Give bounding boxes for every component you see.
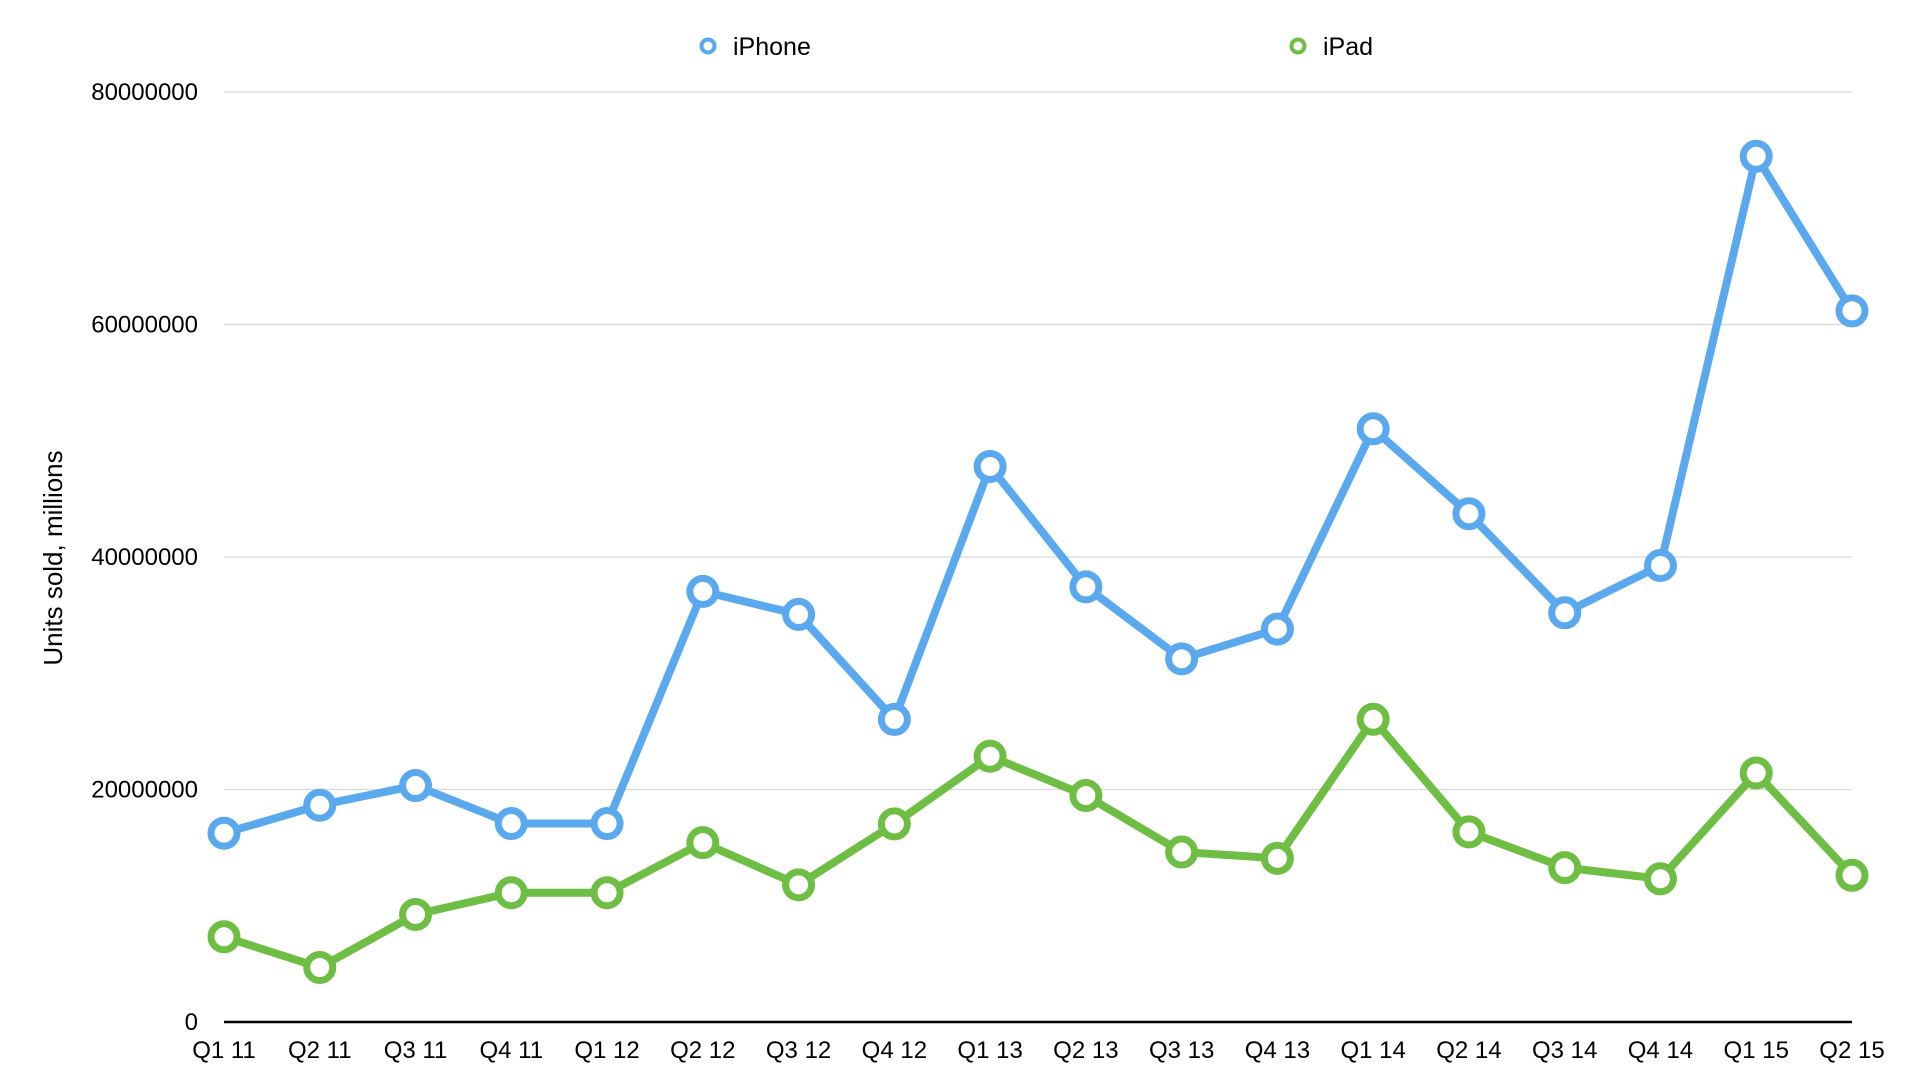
series-line bbox=[220, 152, 1856, 838]
data-point bbox=[973, 739, 1007, 773]
data-point bbox=[1452, 815, 1486, 849]
y-tick-label: 80000000 bbox=[91, 79, 198, 106]
data-point bbox=[686, 574, 720, 608]
data-point bbox=[1835, 294, 1869, 328]
y-axis-title: Units sold, millions bbox=[38, 450, 68, 665]
series-iphone bbox=[207, 139, 1869, 850]
data-point bbox=[973, 449, 1007, 483]
y-tick-label: 60000000 bbox=[91, 312, 198, 339]
gridlines bbox=[224, 91, 1852, 791]
data-point bbox=[590, 807, 624, 841]
x-tick-label: Q1 12 bbox=[574, 1037, 639, 1064]
x-tick-label: Q4 14 bbox=[1628, 1037, 1693, 1064]
data-point bbox=[1835, 858, 1869, 892]
data-point bbox=[1643, 548, 1677, 582]
x-tick-label: Q3 14 bbox=[1532, 1037, 1597, 1064]
legend: iPhone iPad bbox=[699, 33, 1373, 61]
y-tick-label: 40000000 bbox=[91, 544, 198, 571]
legend-item-ipad: iPad bbox=[1289, 33, 1373, 61]
series-ipad bbox=[207, 702, 1869, 984]
x-tick-label: Q1 13 bbox=[957, 1037, 1022, 1064]
x-tick-label: Q3 13 bbox=[1149, 1037, 1214, 1064]
data-point bbox=[494, 876, 528, 910]
x-tick-label: Q1 15 bbox=[1724, 1037, 1789, 1064]
x-tick-label: Q2 11 bbox=[288, 1037, 352, 1064]
x-tick-label: Q2 12 bbox=[670, 1037, 735, 1064]
y-axis-ticks: 0 20000000 40000000 60000000 80000000 bbox=[91, 79, 198, 1036]
data-point bbox=[303, 950, 337, 984]
series-line bbox=[220, 715, 1856, 972]
data-point bbox=[494, 807, 528, 841]
y-tick-label: 20000000 bbox=[91, 777, 198, 804]
data-point bbox=[877, 702, 911, 736]
x-tick-label: Q4 12 bbox=[862, 1037, 927, 1064]
data-point bbox=[782, 868, 816, 902]
y-tick-label: 0 bbox=[185, 1009, 198, 1036]
data-point bbox=[1069, 570, 1103, 604]
data-point bbox=[590, 876, 624, 910]
data-point bbox=[1548, 851, 1582, 885]
data-point bbox=[782, 597, 816, 631]
data-point bbox=[1069, 779, 1103, 813]
data-point bbox=[686, 826, 720, 860]
legend-marker bbox=[699, 37, 717, 55]
x-tick-label: Q2 14 bbox=[1436, 1037, 1501, 1064]
legend-marker bbox=[1289, 37, 1307, 55]
data-point bbox=[1356, 412, 1390, 446]
data-point bbox=[303, 788, 337, 822]
data-point bbox=[1452, 497, 1486, 531]
data-point bbox=[399, 769, 433, 803]
series-lines bbox=[207, 139, 1869, 984]
data-point bbox=[399, 897, 433, 931]
data-point bbox=[1548, 596, 1582, 630]
x-tick-label: Q1 11 bbox=[192, 1037, 256, 1064]
data-point bbox=[1739, 756, 1773, 790]
data-point bbox=[207, 920, 241, 954]
x-tick-label: Q4 13 bbox=[1245, 1037, 1310, 1064]
x-tick-label: Q2 15 bbox=[1819, 1037, 1884, 1064]
data-point bbox=[1165, 835, 1199, 869]
data-point bbox=[1739, 139, 1773, 173]
data-point bbox=[207, 816, 241, 850]
x-tick-label: Q2 13 bbox=[1053, 1037, 1118, 1064]
legend-label: iPad bbox=[1323, 33, 1373, 61]
x-tick-label: Q1 14 bbox=[1340, 1037, 1405, 1064]
data-point bbox=[1356, 702, 1390, 736]
data-point bbox=[1260, 841, 1294, 875]
data-point bbox=[1260, 612, 1294, 646]
x-tick-label: Q3 11 bbox=[384, 1037, 448, 1064]
legend-item-iphone: iPhone bbox=[699, 33, 811, 61]
data-point bbox=[1165, 642, 1199, 676]
x-tick-label: Q3 12 bbox=[766, 1037, 831, 1064]
data-point bbox=[877, 807, 911, 841]
legend-label: iPhone bbox=[733, 33, 811, 61]
data-point bbox=[1643, 862, 1677, 896]
x-axis-ticks: Q1 11 Q2 11 Q3 11 Q4 11 Q1 12 Q2 12 Q3 12 Q4 12… bbox=[192, 1037, 1885, 1064]
x-tick-label: Q4 11 bbox=[479, 1037, 543, 1064]
